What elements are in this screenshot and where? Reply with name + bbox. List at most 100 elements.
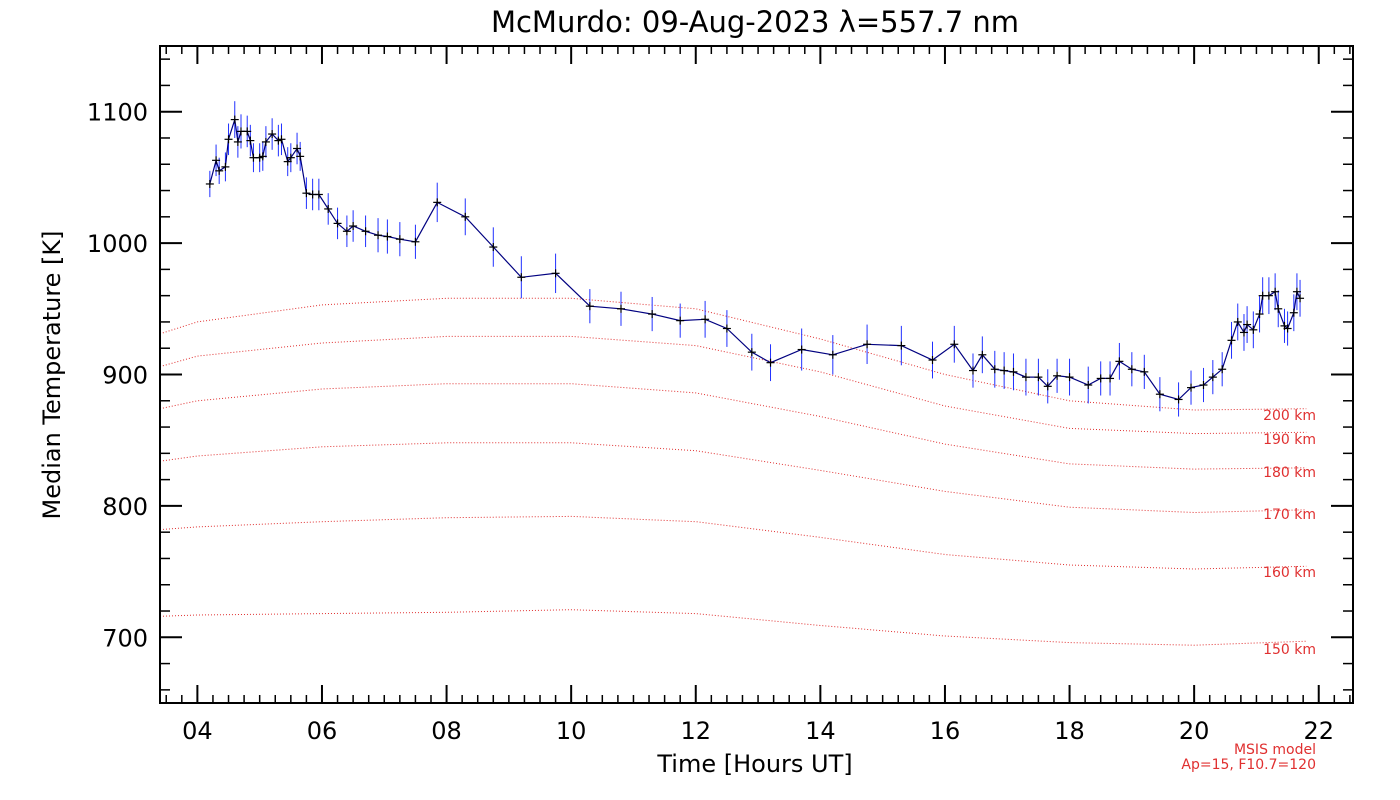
model-line-label: 200 km [1263, 408, 1316, 424]
data-point [395, 235, 404, 244]
data-point [258, 152, 267, 161]
model-line [159, 609, 1307, 646]
data-point [1243, 320, 1252, 329]
data-point [863, 340, 872, 349]
x-tick-label: 06 [307, 717, 338, 745]
data-point [551, 269, 560, 278]
data-point [233, 137, 242, 146]
data-point [296, 152, 305, 161]
data-point [1292, 287, 1301, 296]
data-point [261, 137, 270, 146]
y-tick-label: 1000 [87, 230, 148, 258]
data-point [1227, 336, 1236, 345]
data-point [1155, 390, 1164, 399]
data-point [411, 237, 420, 246]
data-point [268, 130, 277, 139]
data-point [766, 358, 775, 367]
data-point [342, 227, 351, 236]
data-point [1000, 366, 1009, 375]
plot-frame [159, 45, 1354, 704]
x-tick-label: 08 [431, 717, 462, 745]
data-point [221, 162, 230, 171]
data-point [978, 350, 987, 359]
data-point [676, 316, 685, 325]
data-point [361, 227, 370, 236]
model-line-label: 150 km [1263, 642, 1316, 658]
data-point [1264, 291, 1273, 300]
data-point [1140, 367, 1149, 376]
data-point [648, 310, 657, 319]
series-group [205, 101, 1305, 417]
y-tick-label: 700 [102, 624, 148, 652]
data-point [1239, 328, 1248, 337]
data-point [585, 302, 594, 311]
x-tick-label: 16 [930, 717, 961, 745]
data-point [212, 156, 221, 165]
data-point [489, 243, 498, 252]
data-point [1009, 367, 1018, 376]
x-tick-label: 22 [1303, 717, 1334, 745]
data-point [1296, 294, 1305, 303]
model-line-label: 190 km [1263, 432, 1316, 448]
data-point [349, 222, 358, 231]
model-params-note: Ap=15, F10.7=120 [1181, 757, 1316, 773]
data-point [1249, 325, 1258, 334]
model-lines-group: 200 km 190 km 180 km 170 km 160 km 150 km [159, 297, 1316, 658]
model-note: MSIS model [1234, 742, 1316, 758]
data-point [1255, 310, 1264, 319]
data-point [797, 345, 806, 354]
data-point [333, 219, 342, 228]
data-point [517, 273, 526, 282]
chart-title: McMurdo: 09-Aug-2023 λ=557.7 nm [491, 5, 1019, 39]
data-point [224, 135, 233, 144]
y-tick-label: 900 [102, 362, 148, 390]
data-point [1174, 395, 1183, 404]
data-point [324, 204, 333, 213]
data-point [1274, 304, 1283, 313]
data-point [990, 365, 999, 374]
series-line [209, 119, 1301, 401]
data-point [277, 135, 286, 144]
data-point [1271, 287, 1280, 296]
x-tick-label: 18 [1054, 717, 1085, 745]
data-point [215, 166, 224, 175]
data-point [246, 136, 255, 145]
model-line [159, 297, 1307, 411]
data-point [1283, 324, 1292, 333]
model-line-label: 180 km [1263, 465, 1316, 481]
data-point [293, 144, 302, 153]
data-point [286, 153, 295, 162]
y-tick-label: 800 [102, 493, 148, 521]
data-point [1065, 373, 1074, 382]
model-line [159, 442, 1307, 514]
model-line [159, 335, 1307, 435]
model-line [159, 515, 1307, 570]
data-point [1187, 383, 1196, 392]
data-point [1096, 374, 1105, 383]
data-point [1021, 373, 1030, 382]
x-tick-label: 10 [556, 717, 587, 745]
data-point [461, 212, 470, 221]
model-line [159, 383, 1307, 470]
data-point [205, 179, 214, 188]
y-tick-label: 1100 [87, 99, 148, 127]
data-point [897, 341, 906, 350]
data-point [1084, 381, 1093, 390]
data-point [374, 231, 383, 240]
model-line-label: 170 km [1263, 507, 1316, 523]
data-point [968, 366, 977, 375]
data-point [617, 304, 626, 313]
x-tick-label: 04 [182, 717, 213, 745]
data-point [701, 315, 710, 324]
data-point [1034, 373, 1043, 382]
data-point [1199, 381, 1208, 390]
data-point [1115, 357, 1124, 366]
data-point [1053, 371, 1062, 380]
x-axis-label: Time [Hours UT] [656, 750, 852, 778]
data-point [1106, 374, 1115, 383]
data-point [747, 348, 756, 357]
data-point [1043, 382, 1052, 391]
data-point [383, 232, 392, 241]
